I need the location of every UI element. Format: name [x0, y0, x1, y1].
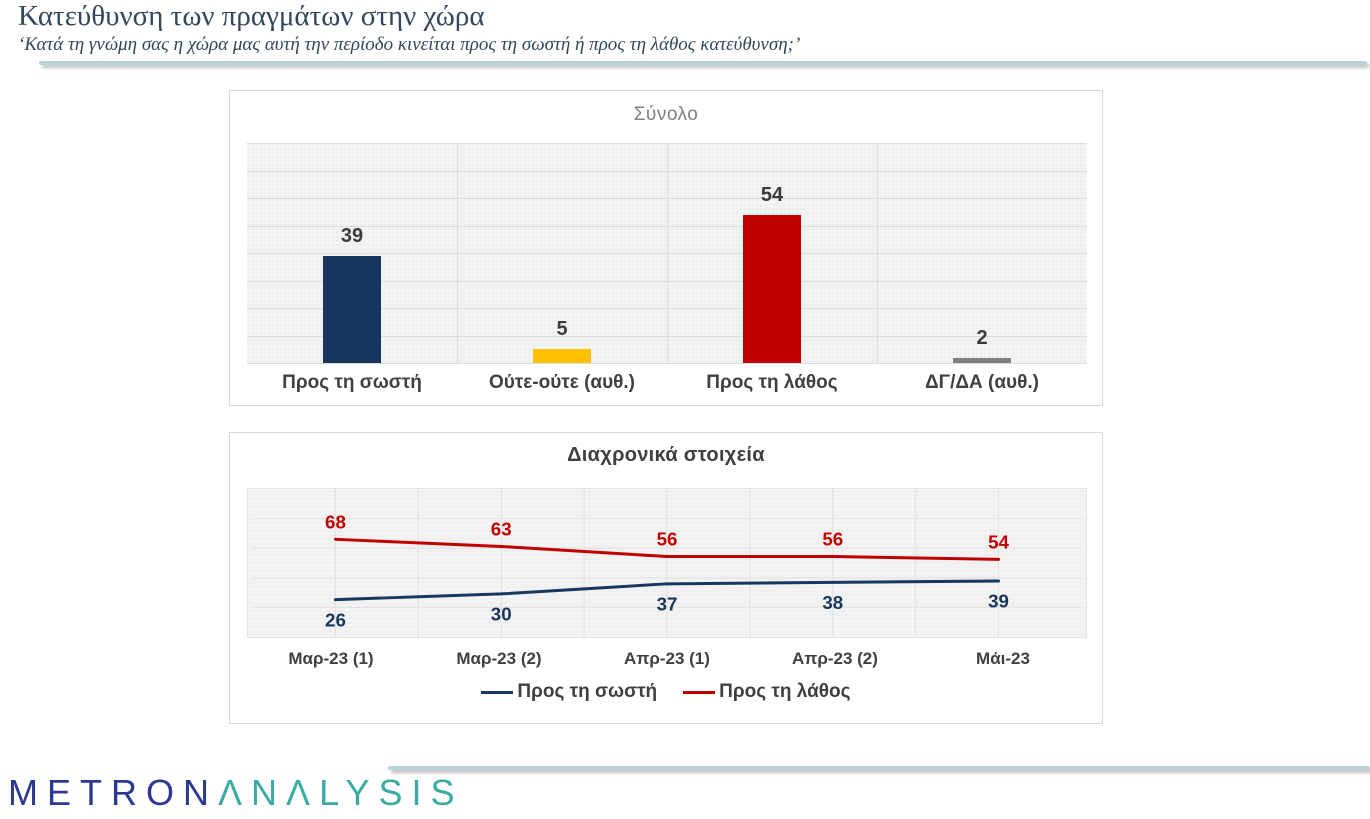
- bar-category-label: Προς τη λάθος: [706, 372, 838, 393]
- bar-rect: [953, 357, 1011, 363]
- line-category-label: Μαρ-23 (2): [456, 649, 542, 668]
- legend-label: Προς τη σωστή: [517, 681, 658, 702]
- bar-chart-plot: 39 5 54 2: [247, 143, 1087, 364]
- metron-analysis-logo: METRONΛNΛLYSIS: [8, 773, 463, 813]
- bar-value-label: 5: [556, 318, 568, 341]
- bar-category-label: Προς τη σωστή: [282, 372, 422, 393]
- bar-slot: 2: [877, 143, 1087, 363]
- line-chart-legend: Προς τη σωστή Προς τη λάθος: [230, 681, 1102, 703]
- line-category-label: Απρ-23 (2): [792, 649, 878, 668]
- bar-rect: [323, 255, 381, 363]
- line-value-label: 39: [988, 591, 1009, 612]
- bar-category-label: ΔΓ/ΔΑ (αυθ.): [925, 372, 1039, 393]
- gridline-vertical: [667, 143, 668, 363]
- logo-analysis: ΛNΛLYSIS: [218, 772, 464, 813]
- logo-metron: METRON: [8, 772, 218, 813]
- line-value-label: 30: [491, 604, 512, 625]
- line-value-label: 37: [657, 593, 678, 614]
- bar-value-label: 39: [340, 224, 364, 247]
- gridline-vertical: [457, 143, 458, 363]
- bar-chart-card: Σύνολο 39 5 54 2 Προς τη σωστή Ούτε-ούτε (αυ…: [229, 90, 1103, 406]
- line-value-label: 38: [822, 592, 843, 613]
- line-series-wrong: [334, 537, 1001, 561]
- line-category-label: Απρ-23 (1): [624, 649, 710, 668]
- gridline-vertical: [877, 143, 878, 363]
- line-value-label: 68: [325, 511, 346, 532]
- legend-swatch: [481, 690, 514, 694]
- legend-swatch: [683, 690, 716, 694]
- bar-category-label: Ούτε-ούτε (αυθ.): [488, 372, 636, 393]
- legend-label: Προς τη λάθος: [719, 681, 851, 702]
- line-value-label: 26: [325, 609, 346, 630]
- header: Κατεύθυνση των πραγμάτων στην χώρα ‘Κατά…: [18, 0, 801, 58]
- legend-item: Προς τη λάθος: [683, 681, 851, 703]
- bar-slot: 5: [457, 143, 667, 363]
- page-title: Κατεύθυνση των πραγμάτων στην χώρα: [18, 0, 485, 32]
- footer-divider: [388, 766, 1370, 770]
- bar-rect: [743, 214, 801, 363]
- line-value-label: 56: [822, 529, 843, 550]
- legend-item: Προς τη σωστή: [481, 681, 657, 703]
- bar-rect: [533, 349, 591, 363]
- line-series-right: [334, 579, 1001, 602]
- line-category-label: Μάι-23: [976, 649, 1030, 668]
- line-chart-x-axis: Μαρ-23 (1) Μαρ-23 (2) Απρ-23 (1) Απρ-23 (2)…: [247, 649, 1087, 669]
- line-chart-plot: 26 30 37 38 39 68 63 56 56 54: [247, 488, 1087, 638]
- line-value-label: 54: [988, 532, 1009, 553]
- page-subtitle: ‘Κατά τη γνώμη σας η χώρα μας αυτή την π…: [18, 33, 801, 55]
- bar-chart-title: Σύνολο: [633, 104, 699, 125]
- header-divider: [39, 61, 1367, 65]
- line-category-label: Μαρ-23 (1): [288, 649, 374, 668]
- line-chart-title: Διαχρονικά στοιχεία: [567, 444, 765, 466]
- bar-slot: 54: [667, 143, 877, 363]
- bar-chart-x-axis: Προς τη σωστή Ούτε-ούτε (αυθ.) Προς τη λάθ…: [247, 372, 1087, 394]
- line-chart-card: Διαχρονικά στοιχεία 26 30 37 38 39 68 63 56 56 54…: [229, 432, 1103, 724]
- bar-slot: 39: [247, 143, 457, 363]
- line-value-label: 56: [657, 529, 678, 550]
- gridline-horizontal: [247, 363, 1087, 364]
- line-value-label: 63: [491, 519, 512, 540]
- bar-value-label: 54: [760, 183, 784, 206]
- bar-value-label: 2: [976, 326, 988, 349]
